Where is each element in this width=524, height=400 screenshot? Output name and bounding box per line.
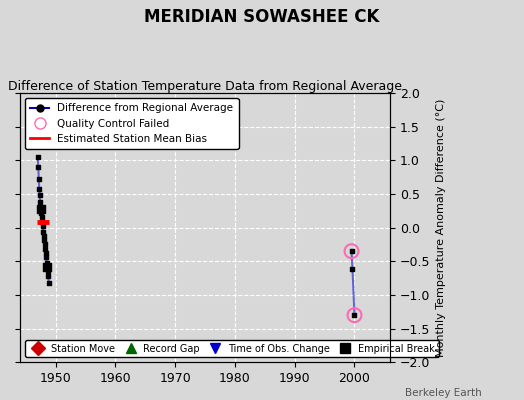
Point <box>38 219 47 226</box>
Point <box>39 223 47 230</box>
Point <box>37 210 46 216</box>
Title: Difference of Station Temperature Data from Regional Average: Difference of Station Temperature Data f… <box>8 80 402 93</box>
Point <box>43 264 51 270</box>
Point <box>37 206 45 212</box>
Point <box>351 312 359 318</box>
Point <box>347 248 356 254</box>
Point <box>347 248 356 254</box>
Point <box>40 240 49 247</box>
Text: MERIDIAN SOWASHEE CK: MERIDIAN SOWASHEE CK <box>144 8 380 26</box>
Point <box>36 199 45 205</box>
Point <box>37 206 45 212</box>
Legend: Station Move, Record Gap, Time of Obs. Change, Empirical Break: Station Move, Record Gap, Time of Obs. C… <box>25 340 439 358</box>
Point <box>43 264 51 270</box>
Point <box>34 164 42 170</box>
Point <box>45 280 53 286</box>
Text: Berkeley Earth: Berkeley Earth <box>406 388 482 398</box>
Point <box>43 268 52 274</box>
Point <box>42 260 51 266</box>
Point <box>348 266 357 272</box>
Point <box>35 176 43 182</box>
Point <box>41 250 50 256</box>
Point <box>351 312 359 318</box>
Point <box>40 232 48 239</box>
Point <box>39 228 48 235</box>
Point <box>42 254 50 260</box>
Point <box>44 273 52 279</box>
Point <box>34 154 42 160</box>
Y-axis label: Monthly Temperature Anomaly Difference (°C): Monthly Temperature Anomaly Difference (… <box>436 98 446 357</box>
Point <box>35 185 43 192</box>
Point <box>40 236 48 243</box>
Point <box>41 246 49 252</box>
Point <box>38 214 46 220</box>
Point <box>36 192 44 198</box>
